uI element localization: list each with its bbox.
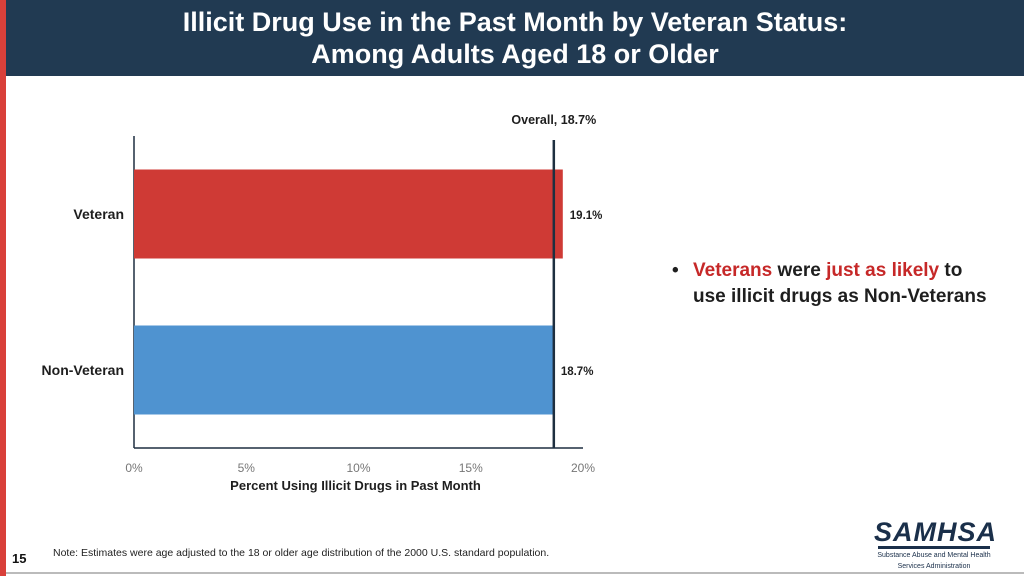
x-tick-label: 10% — [346, 461, 370, 475]
bullet-veterans-text: Veterans — [693, 260, 773, 281]
logo-subtitle-line1: Substance Abuse and Mental Health — [877, 552, 991, 559]
slide-title-line1: Illicit Drug Use in the Past Month by Ve… — [182, 7, 848, 37]
value-label-non-veteran: 18.7% — [561, 366, 594, 378]
logo-subtitle-line2: Services Administration — [897, 563, 971, 570]
value-label-veteran: 19.1% — [570, 210, 603, 222]
x-axis-title: Percent Using Illicit Drugs in Past Mont… — [230, 478, 481, 493]
bar-chart: Veteran 19.1% Non-Veteran 18.7% Overall, 18.… — [0, 100, 640, 510]
category-label-veteran: Veteran — [73, 206, 124, 222]
left-accent-stripe — [0, 0, 6, 576]
slide-title-line2: Among Adults Aged 18 or Older — [311, 39, 719, 69]
samhsa-logo: SAMHSA Substance Abuse and Mental Health… — [874, 517, 998, 570]
chart-canvas: Veteran 19.1% Non-Veteran 18.7% Overall, 18.… — [42, 113, 603, 493]
x-tick-label: 20% — [571, 461, 595, 475]
bar-non-veteran — [134, 325, 554, 415]
bar-veteran — [134, 169, 563, 259]
key-finding-bullet: • Veterans were just as likely to use il… — [672, 258, 992, 310]
category-label-non-veteran: Non-Veteran — [42, 362, 124, 378]
bottom-divider — [6, 572, 1024, 574]
page-number: 15 — [12, 551, 27, 566]
bullet-text: Veterans were just as likely to use illi… — [693, 258, 992, 310]
slide-header: Illicit Drug Use in the Past Month by Ve… — [6, 0, 1024, 76]
bullet-rest-text: to use illicit drugs as Non-Veterans — [693, 260, 987, 307]
overall-reference-label: Overall, 18.7% — [511, 113, 596, 127]
x-tick-label: 0% — [125, 461, 143, 475]
logo-wordmark: SAMHSA — [874, 517, 998, 547]
logo-swoosh — [878, 546, 990, 549]
bullet-dot-icon: • — [672, 260, 679, 281]
x-tick-label: 5% — [238, 461, 256, 475]
bullet-just-as-likely-text: just as likely — [826, 260, 940, 281]
x-tick-label: 15% — [459, 461, 483, 475]
footnote: Note: Estimates were age adjusted to the… — [53, 547, 550, 559]
bullet-were-text: were — [772, 260, 827, 281]
